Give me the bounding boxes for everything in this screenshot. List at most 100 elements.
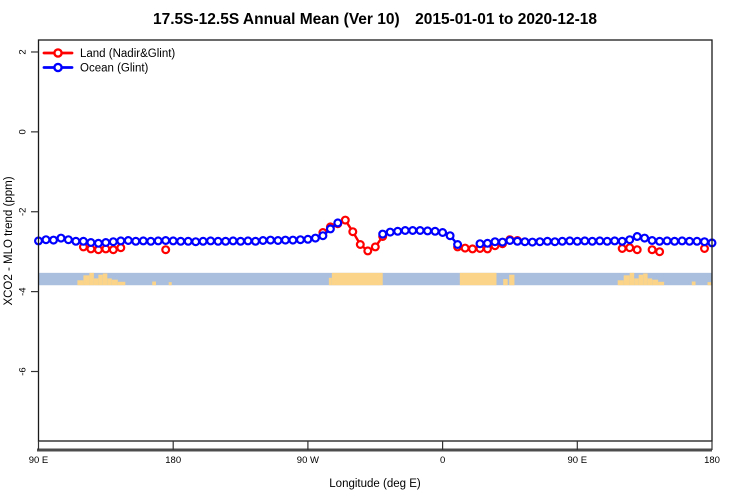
land-segment <box>331 272 383 286</box>
ocean-data-point <box>116 236 126 246</box>
land-segment <box>459 272 497 286</box>
ocean-data-point <box>662 236 672 246</box>
ocean-data-point <box>378 229 388 239</box>
land-data-point <box>617 244 627 254</box>
ocean-data-point <box>512 236 522 246</box>
ocean-data-point <box>655 236 665 246</box>
land-data-point <box>370 242 380 252</box>
ocean-data-point <box>303 234 313 244</box>
ocean-data-point <box>445 231 455 241</box>
ocean-data-point <box>423 226 433 236</box>
ocean-data-point <box>490 237 500 247</box>
land-data-point <box>340 215 350 225</box>
ocean-data-point <box>288 235 298 245</box>
land-segment <box>509 274 515 286</box>
ocean-data-point <box>63 235 73 245</box>
ocean-data-point <box>415 226 425 236</box>
data-series-layer <box>33 215 717 257</box>
ocean-data-point <box>123 236 133 246</box>
legend-swatch-layer <box>42 48 74 73</box>
land-segment <box>102 273 108 286</box>
ocean-data-point <box>176 236 186 246</box>
ocean-data-point <box>161 236 171 246</box>
land-data-point <box>625 243 635 253</box>
land-segment <box>328 277 332 286</box>
ocean-data-point <box>206 236 216 246</box>
ocean-data-point <box>198 236 208 246</box>
ocean-data-point <box>280 235 290 245</box>
ocean-data-point <box>213 236 223 246</box>
y-tick-label: -4 <box>18 287 29 295</box>
x-tick-label: 90 E <box>29 455 49 466</box>
ocean-data-point <box>542 236 552 246</box>
ocean-data-point <box>692 236 702 246</box>
legend-label-ocean: Ocean (Glint) <box>80 63 149 75</box>
ocean-data-point <box>168 236 178 246</box>
land-data-point <box>161 245 171 255</box>
ocean-data-point <box>670 236 680 246</box>
ocean-data-point <box>273 236 283 246</box>
land-segment <box>117 281 126 286</box>
ocean-data-point <box>572 236 582 246</box>
land-segment <box>152 281 156 286</box>
axes-layer: 90 E 180 90 W 0 90 E 180 2 0 -2 -4 -6 <box>18 39 720 466</box>
land-segment <box>503 279 508 286</box>
ocean-data-point <box>71 236 81 246</box>
land-segment <box>629 272 635 286</box>
land-data-point <box>355 240 365 250</box>
land-segment <box>707 282 712 286</box>
ocean-data-point <box>699 237 709 247</box>
land-data-point <box>363 246 373 256</box>
ocean-data-point <box>438 228 448 238</box>
land-segment <box>89 272 94 286</box>
ocean-data-point <box>228 236 238 246</box>
ocean-data-point <box>400 226 410 236</box>
ocean-data-point <box>684 236 694 246</box>
plot-border <box>37 39 713 442</box>
ocean-data-point <box>266 235 276 245</box>
ocean-data-point <box>625 235 635 245</box>
land-data-point <box>468 244 478 254</box>
ocean-data-point <box>557 236 567 246</box>
land-data-point <box>655 247 665 257</box>
ocean-data-point <box>191 237 201 247</box>
y-tick-label: 0 <box>18 129 29 134</box>
ocean-data-point <box>453 240 463 250</box>
ocean-data-point <box>108 237 118 247</box>
land-segment <box>83 275 90 286</box>
land-segment <box>623 275 630 286</box>
y-axis-label: XCO2 - MLO trend (ppm) <box>3 176 15 305</box>
legend-marker-swatch <box>53 48 63 58</box>
ocean-data-point <box>677 236 687 246</box>
ocean-data-point <box>527 237 537 247</box>
ocean-data-point <box>78 236 88 246</box>
ocean-data-point <box>505 236 515 246</box>
legend-label-land: Land (Nadir&Glint) <box>80 48 175 60</box>
ocean-data-point <box>310 233 320 243</box>
land-data-point <box>647 245 657 255</box>
ocean-data-point <box>475 239 485 249</box>
ocean-data-point <box>617 236 627 246</box>
x-tick-label: 180 <box>165 455 181 466</box>
x-tick-label: 180 <box>704 455 720 466</box>
ocean-data-point <box>93 238 103 248</box>
ocean-data-point <box>602 236 612 246</box>
ocean-data-point <box>333 218 343 228</box>
ocean-data-point <box>153 236 163 246</box>
ocean-data-point <box>101 238 111 248</box>
ocean-data-point <box>550 237 560 247</box>
ocean-data-point <box>483 238 493 248</box>
x-tick-label: 90 E <box>568 455 588 466</box>
x-tick-label: 90 W <box>297 455 319 466</box>
land-segment <box>652 279 659 286</box>
land-segment <box>168 282 172 286</box>
ocean-data-point <box>146 236 156 246</box>
y-tick-label: -2 <box>18 208 29 216</box>
ocean-data-point <box>251 236 261 246</box>
ocean-data-point <box>131 236 141 246</box>
ocean-data-point <box>393 226 403 236</box>
ocean-data-point <box>520 237 530 247</box>
ocean-data-point <box>41 235 51 245</box>
